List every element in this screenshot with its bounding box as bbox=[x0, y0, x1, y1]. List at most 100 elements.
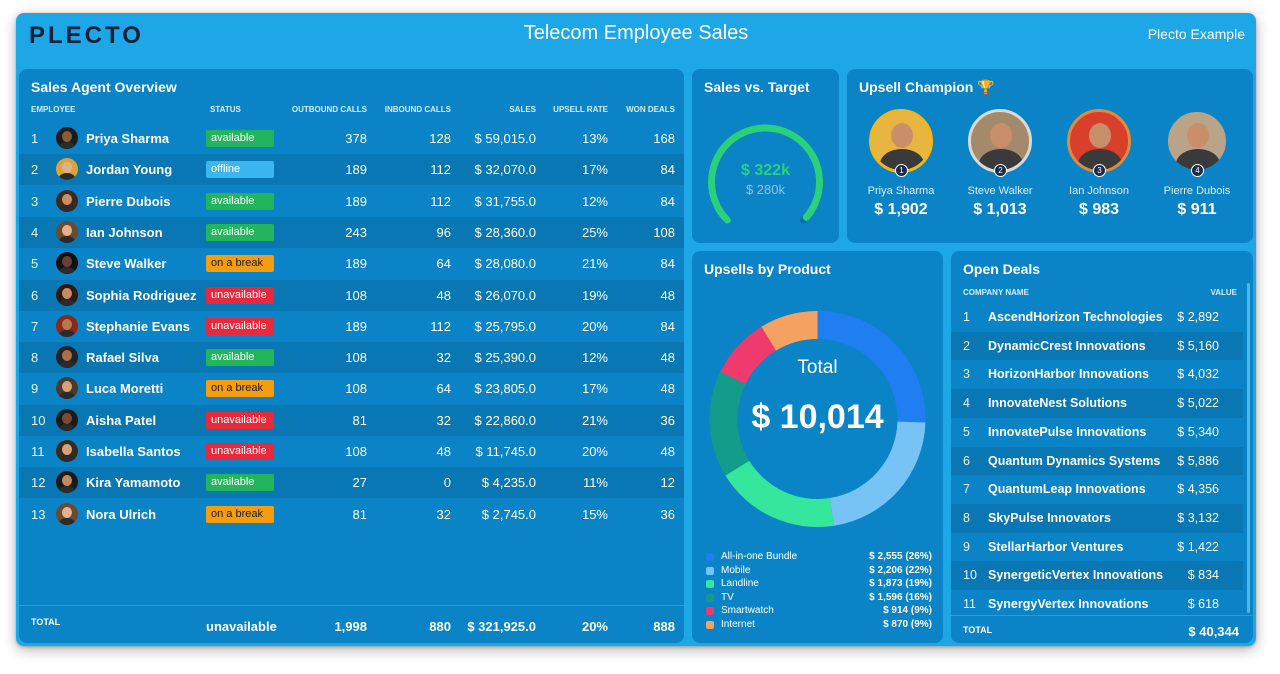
deal-row[interactable]: 6 Quantum Dynamics Systems $ 5,886 bbox=[951, 446, 1243, 476]
deal-row[interactable]: 8 SkyPulse Innovators $ 3,132 bbox=[951, 503, 1243, 533]
rank-badge: 1 bbox=[895, 164, 908, 177]
champion-card[interactable]: 4 Pierre Dubois $ 911 bbox=[1148, 109, 1246, 219]
won-deals: 84 bbox=[660, 162, 675, 178]
table-row[interactable]: 10 Aisha Patel unavailable 81 32 $ 22,860.0 21… bbox=[19, 404, 684, 436]
deals-scrollbar[interactable] bbox=[1247, 283, 1250, 613]
sales-value: $ 11,745.0 bbox=[475, 444, 536, 459]
row-number: 2 bbox=[31, 162, 39, 178]
champion-name: Steve Walker bbox=[967, 185, 1033, 197]
table-row[interactable]: 13 Nora Ulrich on a break 81 32 $ 2,745.0 15% 3… bbox=[19, 499, 684, 530]
col-employee: EMPLOYEE bbox=[31, 105, 76, 114]
legend-value: $ 1,873 (19%) bbox=[869, 578, 932, 590]
avatar bbox=[56, 346, 78, 369]
legend-item[interactable]: Smartwatch $ 914 (9%) bbox=[706, 605, 932, 619]
total-outbound: 1,998 bbox=[334, 619, 367, 634]
deal-row[interactable]: 1 AscendHorizon Technologies $ 2,892 bbox=[951, 303, 1243, 332]
rank-badge: 4 bbox=[1191, 164, 1204, 177]
deal-number: 11 bbox=[963, 597, 976, 611]
won-deals: 48 bbox=[660, 381, 675, 397]
legend-item[interactable]: Mobile $ 2,206 (22%) bbox=[706, 565, 932, 579]
deal-row[interactable]: 5 InnovatePulse Innovations $ 5,340 bbox=[951, 418, 1243, 447]
table-row[interactable]: 8 Rafael Silva available 108 32 $ 25,390.0 12%… bbox=[19, 342, 684, 374]
top-bar: PLECTO Telecom Employee Sales Plecto Exa… bbox=[16, 13, 1256, 69]
deal-company: SkyPulse Innovators bbox=[988, 510, 1111, 525]
outbound-calls: 108 bbox=[345, 444, 367, 459]
deal-row[interactable]: 9 StellarHarbor Ventures $ 1,422 bbox=[951, 533, 1243, 562]
won-deals: 12 bbox=[660, 475, 675, 491]
outbound-calls: 81 bbox=[352, 412, 367, 428]
deals-list[interactable]: 1 AscendHorizon Technologies $ 2,892 2 Dynam… bbox=[951, 303, 1243, 613]
donut-slice-mobile[interactable] bbox=[829, 421, 926, 526]
table-row[interactable]: 4 Ian Johnson available 243 96 $ 28,360.0 25% 1… bbox=[19, 216, 684, 248]
legend-item[interactable]: Landline $ 1,873 (19%) bbox=[706, 578, 932, 592]
employee-name: Luca Moretti bbox=[86, 381, 164, 397]
upsells-by-product-panel: Upsells by Product Total $ 10,014 All-in… bbox=[692, 251, 943, 643]
sales-value: $ 22,860.0 bbox=[474, 412, 536, 428]
upsell-rate: 19% bbox=[581, 287, 608, 303]
table-row[interactable]: 12 Kira Yamamoto available 27 0 $ 4,235.0 11% 1… bbox=[19, 467, 684, 499]
employee-name: Pierre Dubois bbox=[86, 193, 171, 209]
table-row[interactable]: 5 Steve Walker on a break 189 64 $ 28,080.0 21… bbox=[19, 248, 684, 279]
deal-number: 8 bbox=[963, 510, 970, 525]
status-badge: available bbox=[206, 349, 274, 367]
legend-swatch bbox=[706, 620, 714, 629]
deal-row[interactable]: 7 QuantumLeap Innovations $ 4,356 bbox=[951, 475, 1243, 504]
deal-row[interactable]: 3 HorizonHarbor Innovations $ 4,032 bbox=[951, 360, 1243, 389]
table-row[interactable]: 6 Sophia Rodriguez unavailable 108 48 $ 26,07… bbox=[19, 279, 684, 311]
won-deals: 48 bbox=[660, 287, 675, 303]
donut-slice-tv[interactable] bbox=[709, 371, 750, 476]
avatar bbox=[56, 252, 78, 275]
legend-item[interactable]: Internet $ 870 (9%) bbox=[706, 619, 932, 633]
deal-row[interactable]: 10 SynergeticVertex Innovations $ 834 bbox=[951, 561, 1243, 590]
target-gauge bbox=[708, 124, 823, 224]
total-label: TOTAL bbox=[31, 617, 61, 627]
legend-item[interactable]: All-in-one Bundle $ 2,555 (26%) bbox=[706, 551, 932, 565]
outbound-calls: 189 bbox=[345, 318, 367, 334]
deal-company: HorizonHarbor Innovations bbox=[988, 367, 1150, 382]
table-row[interactable]: 3 Pierre Dubois available 189 112 $ 31,755.0 1… bbox=[19, 186, 684, 217]
donut-total-value: $ 10,014 bbox=[751, 398, 884, 436]
donut-slice-smartwatch[interactable] bbox=[720, 326, 776, 385]
dashboard-frame: PLECTO Telecom Employee Sales Plecto Exa… bbox=[16, 13, 1256, 646]
deal-row[interactable]: 2 DynamicCrest Innovations $ 5,160 bbox=[951, 331, 1243, 361]
inbound-calls: 32 bbox=[436, 506, 451, 522]
plecto-logo[interactable]: PLECTO bbox=[29, 22, 144, 49]
legend-item[interactable]: TV $ 1,596 (16%) bbox=[706, 592, 932, 606]
table-row[interactable]: 9 Luca Moretti on a break 108 64 $ 23,805.0 17… bbox=[19, 373, 684, 404]
table-row[interactable]: 2 Jordan Young offline 189 112 $ 32,070.0 17% 8… bbox=[19, 154, 684, 186]
deal-value: $ 5,022 bbox=[1177, 396, 1219, 411]
champion-card[interactable]: 1 Priya Sharma $ 1,902 bbox=[852, 109, 950, 219]
panel-title: Sales Agent Overview bbox=[31, 79, 177, 95]
total-inbound: 880 bbox=[429, 619, 451, 634]
table-row[interactable]: 1 Priya Sharma available 378 128 $ 59,015.0 13… bbox=[19, 123, 684, 154]
table-row[interactable]: 7 Stephanie Evans unavailable 189 112 $ 25,79… bbox=[19, 311, 684, 342]
champion-card[interactable]: 3 Ian Johnson $ 983 bbox=[1050, 109, 1148, 219]
legend-label: Internet bbox=[721, 618, 755, 630]
legend-swatch bbox=[706, 607, 714, 616]
row-number: 12 bbox=[31, 475, 46, 491]
upsell-rate: 13% bbox=[581, 131, 608, 146]
legend-swatch bbox=[706, 566, 714, 575]
donut-legend: All-in-one Bundle $ 2,555 (26%) Mobile $ 2,… bbox=[706, 551, 932, 633]
deal-value: $ 5,886 bbox=[1177, 453, 1219, 468]
deal-row[interactable]: 11 SynergyVertex Innovations $ 618 bbox=[951, 590, 1243, 613]
sales-value: $ 23,805.0 bbox=[474, 381, 536, 397]
donut-slice-all-in-one-bundle[interactable] bbox=[817, 311, 926, 423]
sales-value: $ 25,795.0 bbox=[474, 318, 536, 334]
outbound-calls: 189 bbox=[345, 256, 367, 272]
employee-name: Jordan Young bbox=[86, 162, 173, 178]
donut-slice-internet[interactable] bbox=[761, 311, 818, 351]
outbound-calls: 108 bbox=[345, 381, 367, 397]
deal-row[interactable]: 4 InnovateNest Solutions $ 5,022 bbox=[951, 389, 1243, 418]
inbound-calls: 96 bbox=[436, 224, 451, 240]
status-badge: unavailable bbox=[206, 317, 274, 335]
deal-company: InnovatePulse Innovations bbox=[988, 424, 1147, 439]
legend-label: Landline bbox=[721, 578, 759, 590]
champion-card[interactable]: 2 Steve Walker $ 1,013 bbox=[951, 109, 1049, 219]
donut-slice-landline[interactable] bbox=[725, 460, 835, 527]
avatar bbox=[56, 283, 78, 306]
row-number: 6 bbox=[31, 287, 39, 303]
champion-avatar bbox=[968, 109, 1032, 173]
status-badge: unavailable bbox=[206, 286, 274, 304]
table-row[interactable]: 11 Isabella Santos unavailable 108 48 $ 11,74… bbox=[19, 436, 684, 467]
